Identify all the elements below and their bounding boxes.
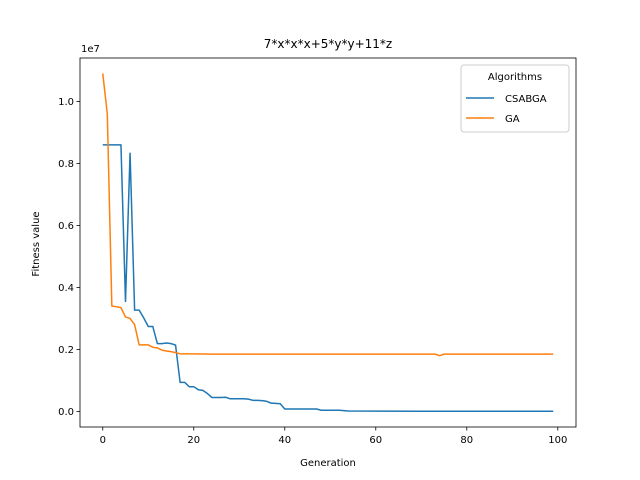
y-tick-label: 1.0 [58, 97, 74, 108]
x-tick-label: 80 [460, 435, 473, 446]
series-line-csabga [102, 144, 554, 412]
x-axis-ticks: 0 20 40 60 80 100 [100, 427, 567, 446]
y-tick-label: 0.6 [58, 221, 74, 232]
x-tick-label: 40 [278, 435, 291, 446]
x-tick-label: 60 [369, 435, 382, 446]
legend-label-csabga: CSABGA [505, 94, 547, 105]
y-axis-ticks: 0.0 0.2 0.4 0.6 0.8 1.0 [58, 97, 80, 418]
series-layer [102, 73, 554, 412]
legend-label-ga: GA [505, 114, 520, 125]
y-tick-label: 0.2 [58, 345, 74, 356]
legend-box [460, 64, 570, 133]
x-tick-label: 20 [187, 435, 200, 446]
y-offset-text: 1e7 [81, 44, 100, 55]
chart-title: 7*x*x*x+5*y*y+11*z [264, 37, 392, 51]
y-tick-label: 0.0 [58, 407, 74, 418]
y-axis-label: Fitness value [31, 211, 42, 276]
legend: Algorithms CSABGA GA [460, 64, 570, 133]
series-line-ga [102, 73, 554, 357]
axes-frame [79, 57, 577, 428]
legend-title: Algorithms [488, 72, 542, 83]
x-tick-label: 100 [548, 435, 567, 446]
y-tick-label: 0.4 [58, 283, 74, 294]
x-axis-label: Generation [300, 458, 356, 469]
x-tick-label: 0 [100, 435, 106, 446]
y-tick-label: 0.8 [58, 159, 74, 170]
